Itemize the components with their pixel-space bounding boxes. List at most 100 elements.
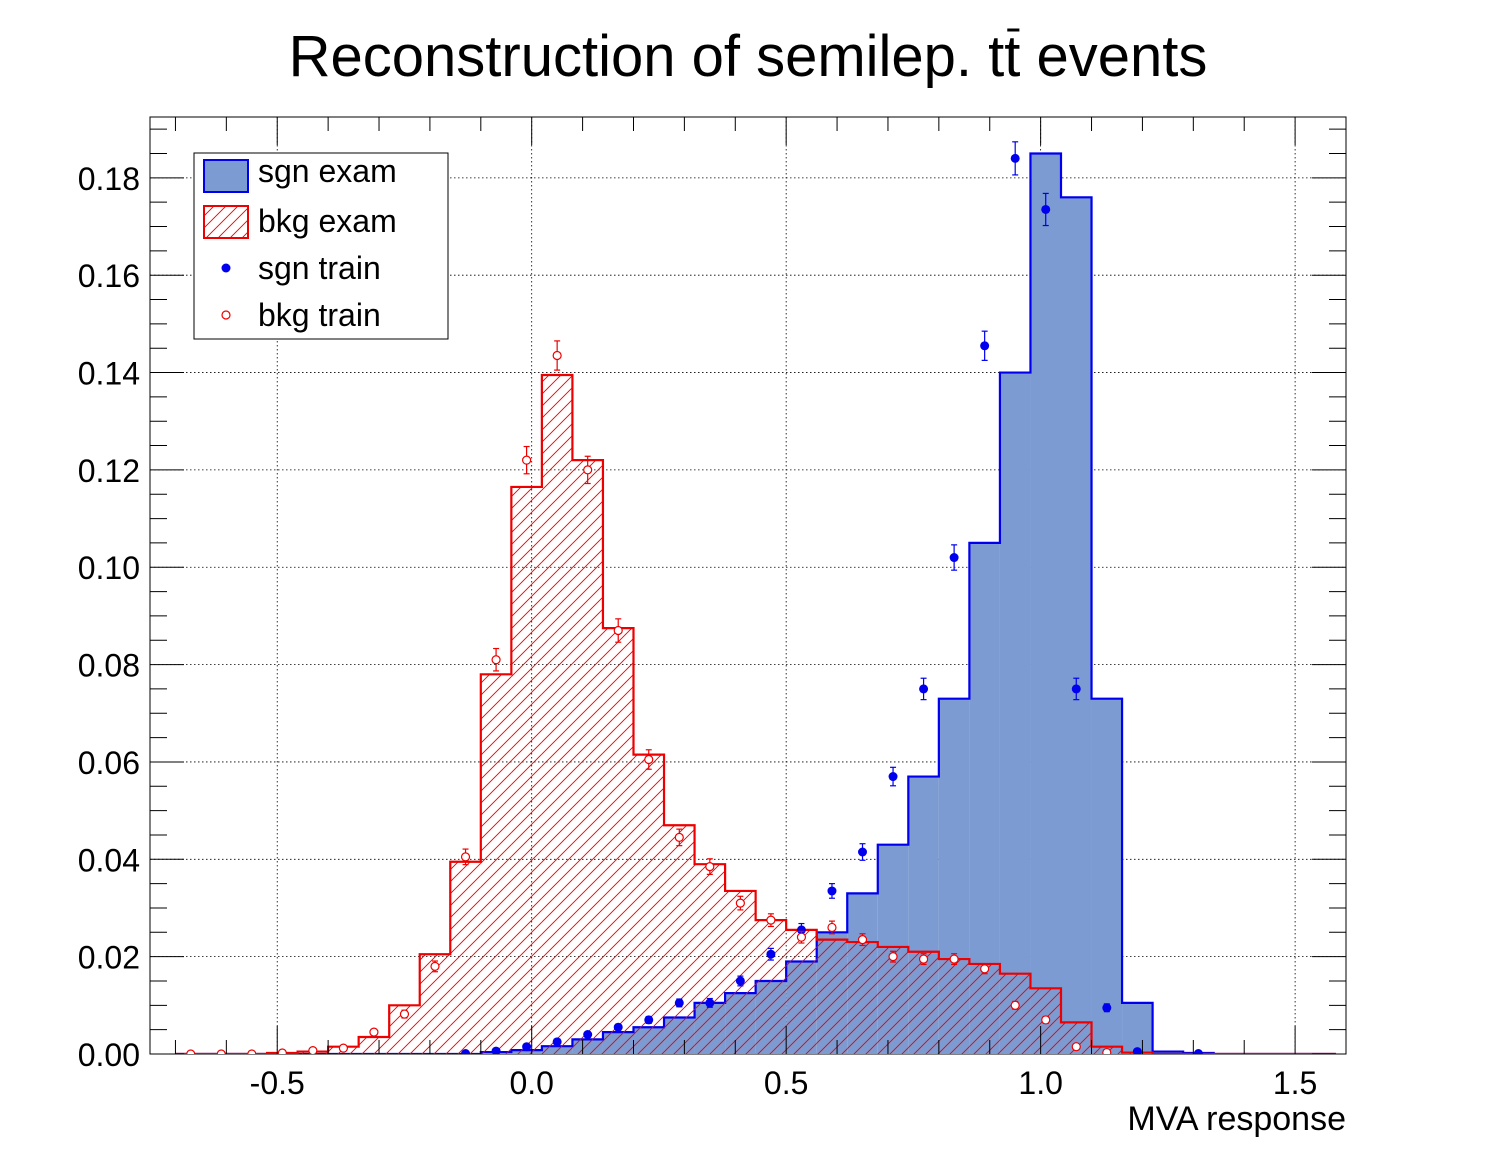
bkg-train-point (827, 922, 837, 933)
x-tick-label: 1.5 (1273, 1065, 1317, 1101)
bkg-train-point (216, 1049, 226, 1054)
y-tick-label: 0.00 (78, 1037, 140, 1073)
bkg-train-point (766, 915, 776, 925)
bkg-exam-bar (725, 890, 756, 1054)
bkg-exam-bar (816, 939, 848, 1054)
bkg-train-point (277, 1048, 287, 1054)
bkg-train-point (491, 655, 501, 665)
bkg-exam-bar (572, 460, 603, 1054)
sgn-train-point (919, 684, 929, 694)
bkg-train-point (308, 1045, 318, 1054)
legend-marker-sgn-train (221, 263, 231, 273)
y-tick-label: 0.08 (78, 648, 140, 684)
sgn-train-point (735, 976, 745, 986)
bkg-train-point (430, 961, 440, 971)
bkg-exam-bar (633, 754, 665, 1054)
y-tick-label: 0.12 (78, 453, 140, 489)
bkg-train-point (338, 1043, 348, 1053)
bkg-train-point (735, 898, 745, 908)
sgn-train-point (1071, 684, 1081, 694)
bkg-train-point (888, 952, 898, 962)
legend-label-bkg-train: bkg train (258, 297, 381, 333)
bkg-train-point (674, 832, 684, 842)
y-tick-label: 0.04 (78, 842, 140, 878)
sgn-train-point (613, 1022, 623, 1032)
y-tick-label: 0.18 (78, 161, 140, 197)
legend-swatch-bkg-exam (203, 205, 249, 239)
sgn-exam-bar (1122, 1002, 1153, 1054)
bkg-exam-bar (755, 920, 787, 1054)
bkg-train-point (522, 455, 532, 465)
sgn-train-point (888, 772, 898, 782)
bkg-exam-bar (969, 963, 1000, 1054)
legend-label-bkg-exam: bkg exam (258, 203, 397, 239)
bkg-exam-bar (938, 959, 970, 1054)
bkg-train-point (1071, 1042, 1081, 1052)
y-tick-label: 0.06 (78, 745, 140, 781)
sgn-train-point (674, 998, 684, 1008)
legend-swatch-sgn-exam (203, 159, 249, 193)
sgn-train-point (1010, 153, 1020, 163)
sgn-train-point (1102, 1003, 1112, 1013)
sgn-train-point (1132, 1047, 1142, 1054)
bkg-exam-bar (694, 864, 726, 1054)
bkg-train-point (980, 964, 990, 974)
legend-label-sgn-train: sgn train (258, 250, 381, 286)
bkg-exam-bar (908, 951, 939, 1054)
bkg-train-point (857, 935, 868, 945)
chart-title: Reconstruction of semilep. tt events (289, 24, 1208, 89)
x-tick-label: 1.0 (1018, 1065, 1062, 1101)
sgn-train-point (858, 847, 868, 857)
bkg-train-point (613, 625, 623, 636)
sgn-train-point (705, 998, 715, 1008)
sgn-train-point (1041, 204, 1051, 214)
bkg-exam-bar (999, 973, 1031, 1054)
sgn-train-point (827, 886, 837, 896)
bkg-exam-bar (450, 861, 481, 1054)
bkg-exam-bar (358, 1036, 390, 1054)
series-layer (175, 141, 1336, 1054)
x-tick-label: -0.5 (250, 1065, 305, 1101)
bkg-train-point (460, 852, 471, 862)
bkg-exam-bar (786, 929, 817, 1054)
sgn-train-point (796, 925, 806, 935)
bkg-exam-bar (511, 486, 542, 1054)
tick-labels: -0.5 0.0 0.5 1.0 1.5 0.00 0.02 0.04 0.06 0.08 0.10… (78, 161, 1318, 1101)
bkg-train-point (247, 1049, 257, 1054)
sgn-train-point (522, 1042, 532, 1052)
bkg-exam-outline (175, 373, 1336, 1054)
sgn-train-point (583, 1030, 593, 1040)
axis-ticks (150, 117, 1347, 1055)
y-tick-label: 0.10 (78, 550, 140, 586)
bkg-train-point (1102, 1047, 1112, 1054)
legend-label-sgn-exam: sgn exam (258, 153, 397, 189)
bkg-exam-bar (480, 674, 512, 1054)
sgn-train-point (461, 1049, 471, 1054)
bkg-exam-bar (602, 628, 634, 1054)
bkg-exam-bar (847, 942, 878, 1054)
bkg-train-point (1041, 1015, 1051, 1025)
sgn-train-point (644, 1015, 654, 1025)
title-t-bar: t (1004, 24, 1020, 89)
sgn-train-point (491, 1046, 501, 1054)
bkg-train-point (918, 954, 929, 964)
y-tick-label: 0.02 (78, 940, 140, 976)
x-tick-label: 0.0 (509, 1065, 553, 1101)
x-axis-label: MVA response (1127, 1100, 1346, 1138)
y-tick-label: 0.16 (78, 258, 140, 294)
y-tick-label: 0.14 (78, 356, 140, 392)
bkg-train-point (1010, 1000, 1020, 1010)
sgn-train-point (766, 949, 776, 959)
legend: sgn exam bkg exam sgn train bkg train (193, 152, 449, 340)
sgn-exam-bar (999, 372, 1031, 1054)
bkg-train-point (796, 932, 807, 942)
bkg-train-point (399, 1009, 410, 1019)
sgn-train-point (1193, 1049, 1203, 1054)
sgn-exam-bar (1091, 698, 1123, 1054)
sgn-exam-bar (1060, 197, 1092, 1054)
bkg-train-point (583, 465, 593, 475)
bkg-train-point (644, 754, 654, 765)
bkg-exam-bar (541, 374, 573, 1054)
legend-marker-bkg-train (221, 310, 231, 320)
